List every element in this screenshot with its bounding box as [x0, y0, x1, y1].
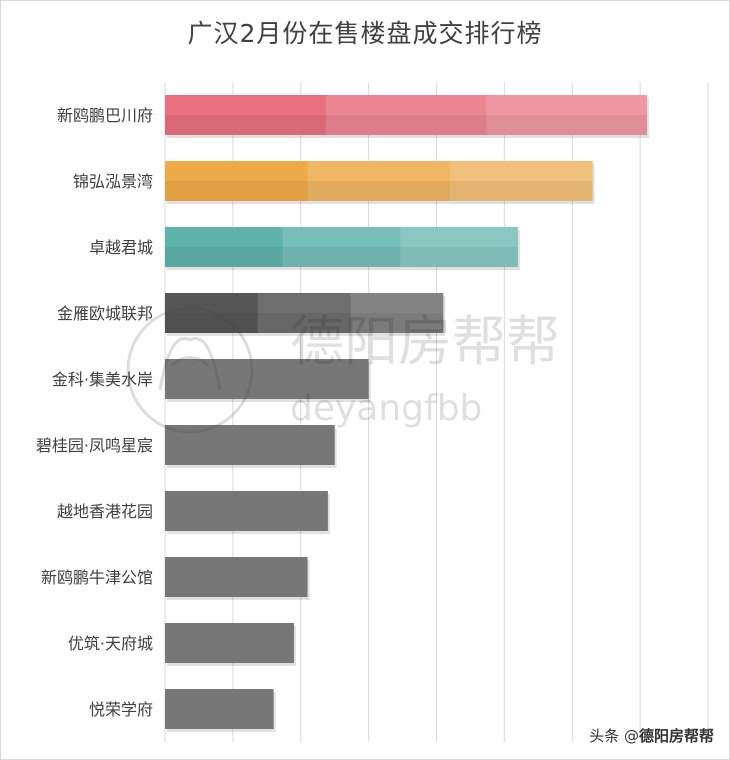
- credit-brand: 德阳房帮帮: [638, 727, 714, 745]
- bar: [165, 425, 337, 468]
- bar: [165, 491, 330, 534]
- bar-fill: [165, 95, 647, 135]
- bar-segment: [350, 293, 444, 333]
- bar: [165, 359, 371, 402]
- bar-segment: [400, 227, 518, 267]
- bar-fill: [165, 689, 274, 729]
- bar-band: [165, 313, 444, 333]
- bars: [165, 95, 649, 732]
- bar-fill: [165, 161, 593, 201]
- bar: [165, 689, 276, 732]
- bar: [165, 557, 310, 600]
- bar-segment: [257, 293, 444, 333]
- bar-segment: [450, 161, 593, 201]
- bar-segment: [325, 95, 647, 135]
- category-label: 新鸥鹏巴川府: [57, 106, 153, 125]
- bar: [165, 227, 520, 270]
- category-label: 越地香港花园: [57, 502, 153, 521]
- credit-prefix: 头条 @: [589, 727, 639, 745]
- category-label: 碧桂园·凤鸣星宸: [36, 436, 153, 455]
- category-label: 悦荣学府: [89, 700, 153, 719]
- bar-fill: [165, 293, 444, 333]
- category-label: 金雁欧城联邦: [57, 304, 153, 323]
- category-label: 金科·集美水岸: [52, 370, 153, 389]
- category-label: 优筑·天府城: [68, 634, 153, 653]
- bar-fill: [165, 227, 518, 267]
- bar-fill: [165, 623, 294, 663]
- bar: [165, 293, 446, 336]
- bar-fill: [165, 557, 308, 597]
- bar-fill: [165, 359, 369, 399]
- category-labels: 新鸥鹏巴川府锦弘泓景湾卓越君城金雁欧城联邦金科·集美水岸碧桂园·凤鸣星宸越地香港…: [36, 106, 153, 719]
- bar-band: [165, 181, 593, 201]
- category-label: 锦弘泓景湾: [73, 172, 153, 191]
- category-label: 新鸥鹏牛津公馆: [41, 568, 153, 587]
- bar-fill: [165, 425, 335, 465]
- bar-segment: [282, 227, 518, 267]
- bar-band: [165, 247, 518, 267]
- bar-segment: [307, 161, 593, 201]
- bar-fill: [165, 491, 328, 531]
- bar: [165, 623, 296, 666]
- bar: [165, 161, 595, 204]
- category-label: 卓越君城: [89, 238, 153, 257]
- bar-segment: [486, 95, 647, 135]
- chart-title: 广汉2月份在售楼盘成交排行榜: [187, 19, 543, 48]
- bar: [165, 95, 649, 138]
- credit: 头条 @德阳房帮帮: [589, 725, 714, 746]
- bar-band: [165, 115, 647, 135]
